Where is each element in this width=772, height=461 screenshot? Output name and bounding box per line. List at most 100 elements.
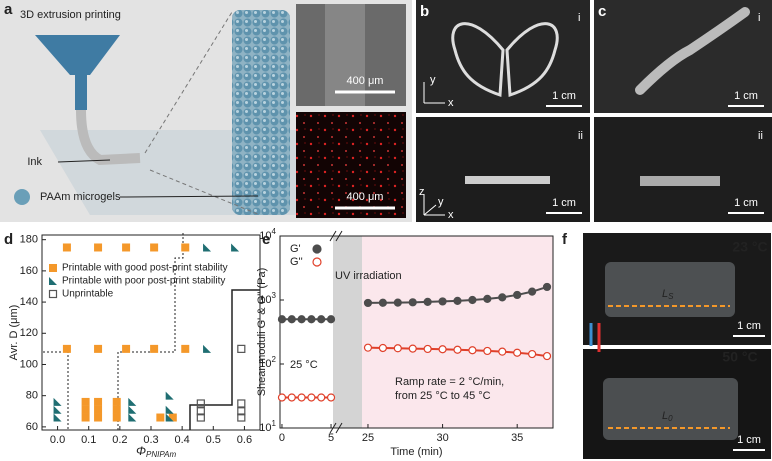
label: i [578, 12, 580, 24]
annotation: 25 °C [290, 359, 318, 371]
marker [468, 295, 477, 305]
marker [53, 397, 62, 406]
gecko [635, 7, 750, 95]
zoom-line [149, 169, 261, 216]
marker [378, 298, 387, 307]
marker [326, 393, 336, 402]
marker [297, 315, 306, 324]
photo [594, 117, 772, 222]
scale-label: 1 cm [737, 434, 761, 446]
axis-letter: x [448, 97, 454, 109]
marker [181, 344, 190, 353]
panel-label: f [562, 231, 568, 248]
photo [416, 117, 590, 222]
marker [453, 345, 462, 354]
x-tick-label: 35 [511, 432, 523, 444]
marker [94, 413, 103, 422]
annotation: UV irradiation [335, 270, 402, 282]
length-label: LS [662, 288, 674, 301]
y-tick-exp: 4 [272, 227, 277, 236]
marker [62, 344, 71, 353]
marker [528, 287, 537, 296]
marker [94, 397, 103, 406]
marker [393, 344, 402, 353]
marker [326, 315, 336, 324]
y-tick-label: 102 [259, 355, 276, 370]
marker [297, 393, 306, 402]
title: 3D extrusion printing [20, 9, 121, 21]
label: Ink [27, 156, 42, 168]
marker [498, 293, 507, 302]
microgel-icon [14, 189, 30, 205]
label: i [758, 12, 760, 24]
marker [94, 243, 103, 252]
marker [277, 393, 287, 402]
y-tick-label: 103 [259, 291, 276, 306]
marker [165, 405, 174, 414]
marker [128, 413, 137, 422]
nozzle [75, 75, 87, 110]
marker [196, 399, 205, 408]
x-tick-label: 0 [279, 432, 285, 444]
marker [53, 413, 62, 422]
marker [513, 290, 522, 300]
marker [150, 243, 159, 252]
marker [423, 344, 432, 354]
marker [122, 344, 131, 353]
x-tick-label: 0.2 [112, 434, 127, 446]
label: ii [758, 130, 763, 142]
x-axis-title: Time (min) [390, 446, 442, 458]
legend-label: G'' [290, 256, 303, 268]
marker [165, 413, 174, 422]
y-axis-title: Shear moduli G' & G'' (Pa) [256, 268, 268, 397]
legend-label: Printable with good post-print stability [62, 263, 228, 274]
marker [81, 413, 90, 422]
marker [165, 391, 174, 400]
legend-marker [49, 277, 57, 285]
panel-label: b [420, 3, 429, 20]
sem-strand [325, 4, 365, 106]
y-tick-exp: 2 [272, 355, 277, 364]
y-tick-label: 120 [20, 327, 38, 339]
length-label-main: L [662, 288, 668, 300]
marker [168, 413, 177, 422]
legend-marker [312, 244, 322, 254]
panel-label: a [4, 1, 13, 18]
x-tick-label: 30 [436, 432, 448, 444]
y-tick-base: 10 [259, 230, 271, 242]
marker [363, 298, 373, 308]
temperature: 23 °C [732, 239, 767, 255]
x-tick-label: 25 [362, 432, 374, 444]
butterfly [451, 22, 559, 98]
marker [542, 351, 552, 361]
legend-label: G' [290, 243, 301, 255]
y-tick-exp: 1 [272, 419, 277, 428]
marker [408, 344, 417, 353]
uv-region [333, 236, 362, 428]
marker [528, 349, 537, 359]
y-tick-label: 80 [26, 390, 38, 402]
marker [156, 413, 165, 422]
marker [237, 399, 246, 408]
marker [81, 397, 90, 406]
marker [378, 343, 387, 353]
scale-label: 1 cm [552, 90, 576, 102]
marker [393, 298, 402, 307]
marker [277, 315, 287, 324]
x-axis-title: ΦPNIPAm [136, 444, 176, 459]
panel-label: c [598, 3, 606, 20]
marker [542, 282, 552, 292]
gel [603, 378, 738, 440]
y-tick-label: 60 [26, 421, 38, 433]
x-tick-label: 0.1 [81, 434, 96, 446]
marker [53, 405, 62, 414]
y-tick-label: 104 [259, 227, 276, 242]
marker [287, 315, 296, 324]
axis-letter: y [430, 74, 436, 86]
marker [203, 243, 212, 252]
marker [408, 298, 417, 307]
marker [128, 405, 137, 414]
y-tick-base: 10 [259, 358, 271, 370]
